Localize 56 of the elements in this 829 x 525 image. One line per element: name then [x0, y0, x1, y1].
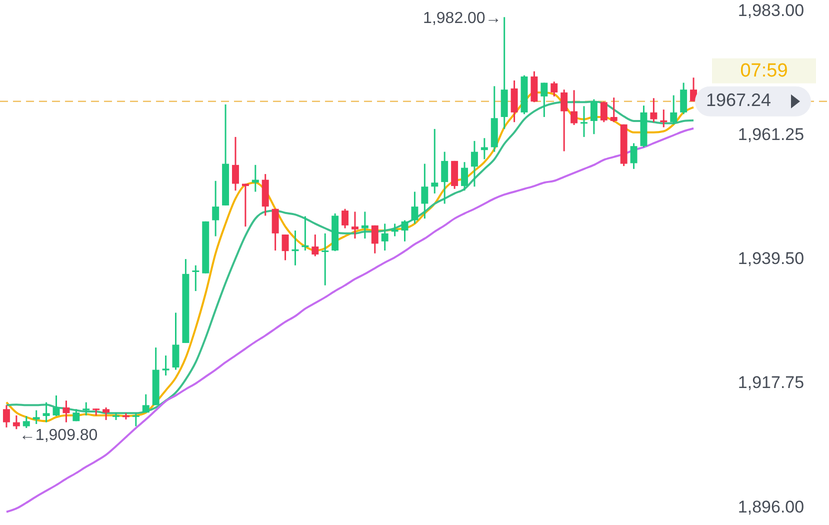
candlestick: [102, 406, 110, 421]
candlestick: [411, 190, 418, 224]
candlestick: [610, 96, 618, 123]
candlestick: [361, 210, 368, 240]
candlestick: [62, 400, 70, 424]
line-series: [5, 127, 695, 513]
candlestick: [42, 402, 50, 424]
candlestick: [52, 394, 60, 417]
candlestick: [580, 105, 588, 138]
candlestick: [670, 94, 678, 126]
candlestick: [32, 410, 40, 425]
candlestick: [12, 414, 20, 430]
candlestick: [162, 354, 170, 376]
y-tick-label: 1,939.50: [738, 249, 804, 268]
candlestick: [342, 208, 349, 230]
candlestick: [2, 404, 10, 428]
annotation: ←1,909.80: [19, 427, 98, 444]
candlestick: [570, 89, 578, 126]
candlestick: [480, 137, 488, 160]
candlestick: [470, 140, 478, 188]
candlestick: [322, 232, 329, 286]
candlestick: [82, 402, 90, 416]
candlestick: [132, 412, 140, 428]
candlestick: [680, 82, 688, 115]
y-tick-label: 1,896.00: [738, 497, 804, 516]
candlestick: [381, 222, 388, 252]
candlestick: [172, 312, 180, 371]
candlestick: [401, 220, 408, 242]
candlestick: [441, 151, 448, 204]
candlestick: [650, 97, 658, 123]
candlestick: [590, 98, 598, 135]
candlestick: [690, 76, 698, 102]
y-tick-label: 1,961.25: [738, 125, 804, 144]
candlestick: [212, 180, 220, 237]
candlestick: [282, 234, 289, 261]
annotation: 1,982.00→: [423, 10, 502, 28]
candlestick: [192, 264, 200, 292]
candlestick: [550, 80, 558, 98]
candlestick: [312, 234, 319, 257]
candlestick: [22, 415, 30, 429]
candlestick: [560, 88, 568, 152]
candlestick: [351, 210, 358, 240]
candlestick: [431, 128, 438, 194]
text: 07:59: [740, 60, 788, 82]
candlestick: [461, 161, 468, 192]
y-tick-label: 1,917.75: [738, 373, 804, 392]
candlestick: [371, 224, 378, 254]
candlestick: [421, 163, 428, 220]
candlestick: [232, 136, 239, 192]
candlestick: [600, 100, 608, 123]
ref-line-label: 1967.24: [706, 90, 772, 110]
candlestick: [142, 394, 150, 414]
y-tick-label: 1,983.00: [738, 0, 804, 20]
candlestick: [630, 142, 638, 170]
candlestick: [510, 80, 518, 123]
candlestick: [540, 82, 548, 118]
